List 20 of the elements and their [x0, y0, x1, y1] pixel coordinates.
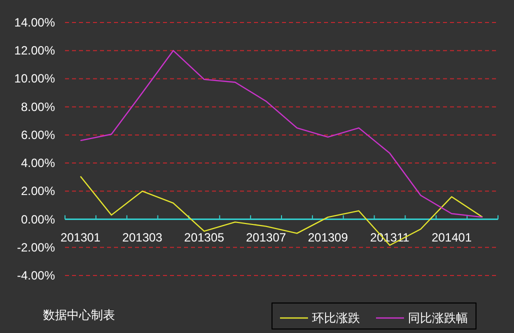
y-tick-label: 4.00% — [20, 156, 56, 170]
y-tick-label: 14.00% — [14, 16, 56, 30]
y-tick-label: 2.00% — [20, 184, 56, 198]
x-tick-label: 201401 — [432, 230, 472, 244]
x-tick-label: 201305 — [184, 230, 225, 244]
line-series — [80, 50, 484, 218]
y-tick-label: 0.00% — [20, 212, 56, 226]
legend-label: 环比涨跌 — [312, 311, 360, 325]
legend-label: 同比涨跌幅 — [408, 311, 468, 325]
text: 数据中心制表 — [43, 308, 115, 322]
y-tick-label: -4.00% — [16, 268, 56, 282]
x-tick-label: 201307 — [246, 230, 286, 244]
x-tick-label: 201303 — [122, 230, 163, 244]
y-tick-label: 8.00% — [20, 100, 56, 114]
y-tick-label: 12.00% — [14, 44, 56, 58]
y-tick-label: -2.00% — [16, 240, 56, 254]
x-tick-label: 201301 — [60, 230, 101, 244]
y-tick-label: 10.00% — [14, 72, 56, 86]
x-tick-label: 201309 — [308, 230, 348, 244]
y-tick-label: 6.00% — [20, 128, 56, 142]
